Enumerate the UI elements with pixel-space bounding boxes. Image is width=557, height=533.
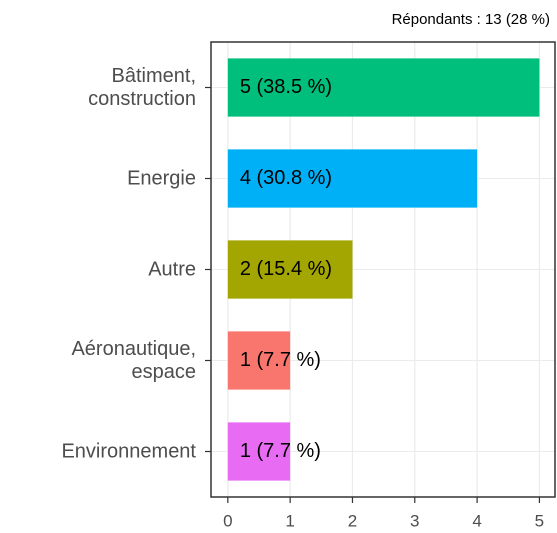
x-tick-label: 5 bbox=[535, 511, 544, 530]
bar bbox=[227, 149, 478, 208]
y-tick-label: Bâtiment, construction bbox=[88, 64, 196, 110]
bar bbox=[227, 58, 540, 117]
value-label: 4 (30.8 %) bbox=[240, 167, 332, 189]
panel-border bbox=[210, 41, 556, 498]
value-label: 2 (15.4 %) bbox=[240, 258, 332, 280]
x-tick-label: 2 bbox=[348, 511, 357, 530]
value-label: 1 (7.7 %) bbox=[240, 440, 321, 462]
x-tick-label: 1 bbox=[285, 511, 294, 530]
bar bbox=[227, 240, 353, 299]
y-tick-label: Environnement bbox=[61, 440, 196, 462]
value-label: 1 (7.7 %) bbox=[240, 349, 321, 371]
bar bbox=[227, 422, 291, 481]
x-tick-label: 4 bbox=[472, 511, 481, 530]
bar bbox=[227, 331, 291, 390]
value-label: 5 (38.5 %) bbox=[240, 76, 332, 98]
y-tick-label: Aéronautique, espace bbox=[71, 337, 196, 383]
y-tick-label: Autre bbox=[148, 258, 196, 280]
x-tick-label: 3 bbox=[410, 511, 419, 530]
subtitle: Répondants : 13 (28 %) bbox=[392, 11, 550, 28]
y-tick-label: Energie bbox=[127, 167, 196, 189]
x-tick-label: 0 bbox=[223, 511, 232, 530]
